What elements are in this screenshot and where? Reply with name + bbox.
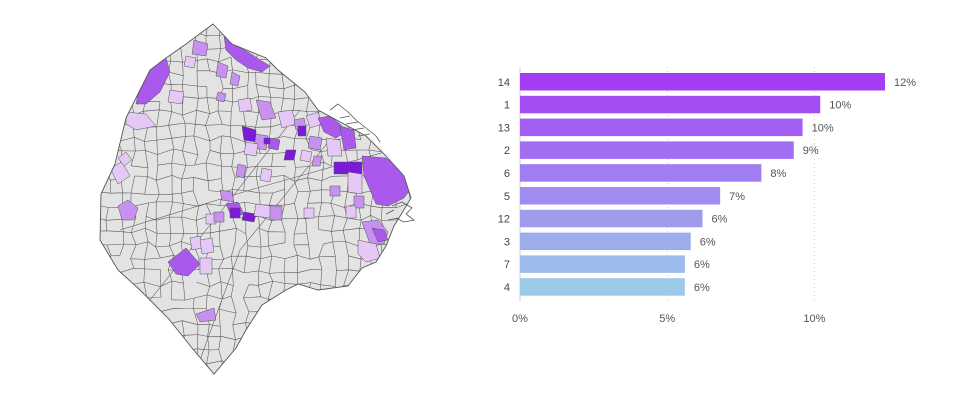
data-label: 6% [694,282,710,294]
highlighted-tract [199,257,213,275]
category-label: 2 [504,145,510,157]
category-label: 14 [498,77,510,89]
highlighted-tract [117,151,133,167]
map-svg [99,23,415,375]
category-label: 6 [504,168,510,180]
bar-12[interactable] [520,209,703,228]
highlighted-tract [347,171,363,195]
highlighted-tract [303,207,315,219]
bar-chart: 14 1 13 2 6 5 12 3 7 4 12% 10% 10% 9% 8% 7% 6% 6% 6% 6% 0%… [470,0,980,400]
highlighted-tract [255,99,277,121]
highlighted-tract [205,213,217,225]
highlighted-tract [191,39,209,57]
highlighted-tract [269,205,283,221]
bar-14[interactable] [520,73,885,91]
data-label: 12% [894,77,916,89]
highlighted-tract [357,239,381,263]
highlighted-tract [299,149,313,163]
highlighted-tract [167,89,185,105]
highlighted-tract [329,185,341,197]
bar-6[interactable] [520,164,762,182]
highlighted-tract [109,161,131,185]
data-label: 10% [812,122,834,134]
data-labels: 12%10%10%9%8%7%6%6%6%6% [694,77,916,294]
highlighted-tract [243,141,259,157]
highlighted-tract [353,195,365,209]
bar-5[interactable] [520,187,721,205]
highlighted-tract [345,205,357,219]
highlighted-tract [117,199,139,221]
category-label: 3 [504,236,510,248]
x-tick-label: 10% [803,313,825,325]
highlighted-tract [263,137,271,145]
highlighted-tract [215,91,227,103]
highlighted-tract [167,247,201,277]
city-boundary [99,23,412,375]
highlighted-tract [297,125,307,137]
highlighted-tract [213,211,225,223]
highlighted-tract [267,137,281,151]
highlighted-tract [183,55,197,69]
x-tick-label: 0% [512,313,528,325]
highlighted-tract [229,71,241,87]
category-label: 12 [498,214,510,226]
highlighted-tract [125,111,157,131]
category-label: 13 [498,122,510,134]
data-label: 7% [729,191,745,203]
highlighted-tracts [109,35,411,323]
highlighted-tract [223,35,271,73]
data-label: 6% [694,259,710,271]
category-label: 4 [504,282,510,294]
category-label: 7 [504,259,510,271]
category-label: 1 [504,100,510,112]
highlighted-tract [199,237,215,255]
highlighted-tract [195,307,217,323]
highlighted-tract [215,61,229,79]
highlighted-tract [325,137,343,157]
highlighted-tract [283,149,297,161]
bar-1[interactable] [520,95,821,114]
x-tick-label: 5% [659,313,675,325]
highlighted-tract [259,167,273,183]
category-label: 5 [504,191,510,203]
data-label: 9% [803,145,819,157]
data-label: 6% [700,236,716,248]
bar-3[interactable] [520,232,691,251]
choropleth-map [0,0,470,400]
bar-13[interactable] [520,118,803,137]
port-docks [329,103,415,223]
bars [520,73,885,296]
bar-4[interactable] [520,278,685,296]
highlighted-tract [253,203,273,219]
category-labels: 14 1 13 2 6 5 12 3 7 4 [498,77,510,294]
highlighted-tract [229,207,241,219]
highlighted-tract [237,97,253,113]
highlighted-tract [339,125,357,151]
data-label: 10% [829,100,851,112]
bar-2[interactable] [520,141,794,159]
highlighted-tract [219,189,235,203]
highlighted-tract [241,211,257,223]
highlighted-tract [311,155,323,167]
highlighted-tract [235,163,247,179]
data-label: 8% [770,168,786,180]
data-label: 6% [712,214,728,226]
highlighted-tract [307,135,323,151]
x-axis-ticks: 0% 5% 10% [512,313,826,325]
bar-7[interactable] [520,255,685,273]
